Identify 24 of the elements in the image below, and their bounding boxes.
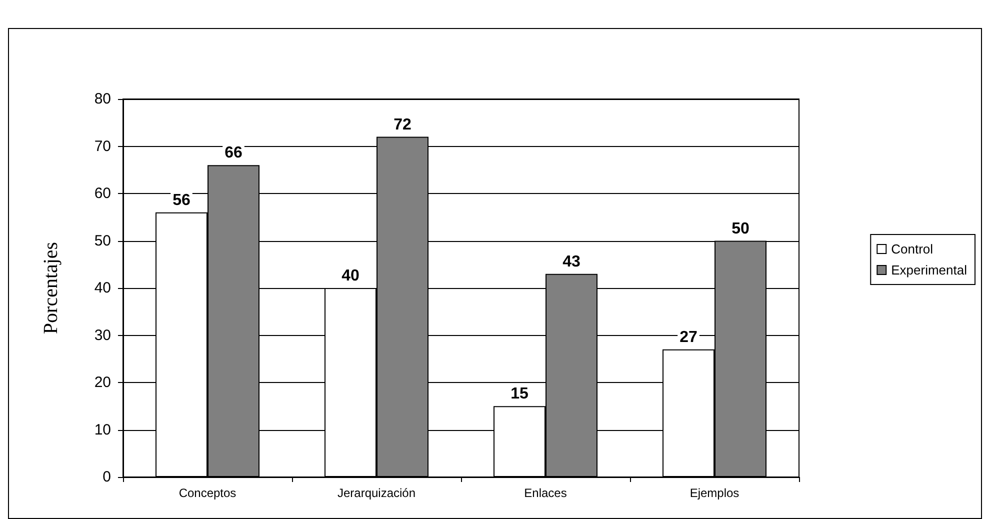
y-tick-label: 20 xyxy=(94,374,111,391)
data-label: 50 xyxy=(732,220,750,238)
data-label: 27 xyxy=(680,328,698,346)
y-tick-label: 80 xyxy=(94,90,111,108)
x-tick-label: Jerarquización xyxy=(337,486,416,500)
x-tick-label: Conceptos xyxy=(178,486,236,500)
y-tick-label: 10 xyxy=(94,421,111,438)
data-label: 56 xyxy=(172,192,190,209)
y-tick-label: 40 xyxy=(94,280,111,296)
data-label: 72 xyxy=(394,116,412,134)
x-tick-label: Ejemplos xyxy=(690,486,740,500)
data-label: 40 xyxy=(342,268,360,284)
legend-label: Control xyxy=(891,242,934,256)
legend-label: Experimental xyxy=(891,262,968,278)
y-tick-label: 30 xyxy=(94,326,111,344)
y-tick-label: 0 xyxy=(102,468,111,486)
data-label: 15 xyxy=(510,386,528,403)
x-tick-label: Enlaces xyxy=(524,486,567,500)
y-tick-label: 70 xyxy=(94,138,111,155)
y-tick-label: 60 xyxy=(94,185,111,202)
data-label: 43 xyxy=(562,253,580,270)
y-axis-title: Porcentajes xyxy=(40,242,62,334)
y-tick-label: 50 xyxy=(94,232,111,250)
data-label: 66 xyxy=(224,144,242,162)
